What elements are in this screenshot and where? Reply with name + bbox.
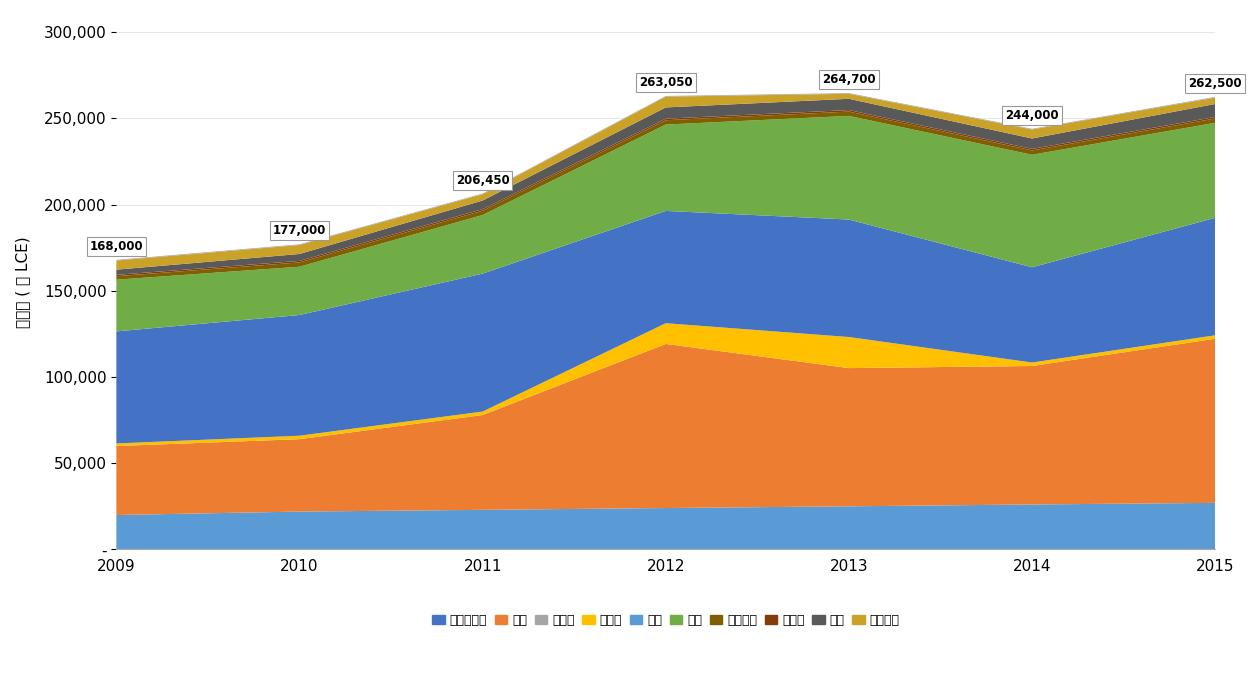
Text: 244,000: 244,000 — [1006, 109, 1058, 122]
Text: 177,000: 177,000 — [273, 224, 326, 237]
Text: 168,000: 168,000 — [89, 240, 143, 253]
Text: 264,700: 264,700 — [822, 73, 876, 86]
Text: 263,050: 263,050 — [639, 76, 693, 89]
Text: 206,450: 206,450 — [456, 173, 509, 186]
Legend: 아르헨티나, 호주, 브라질, 캐나다, 칠레, 중국, 포르투갈, 스페인, 미국, 짐바브웨: 아르헨티나, 호주, 브라질, 캐나다, 칠레, 중국, 포르투갈, 스페인, … — [427, 609, 905, 632]
Text: 262,500: 262,500 — [1188, 77, 1242, 90]
Y-axis label: 생산량 ( 톤 LCE): 생산량 ( 톤 LCE) — [15, 237, 30, 328]
